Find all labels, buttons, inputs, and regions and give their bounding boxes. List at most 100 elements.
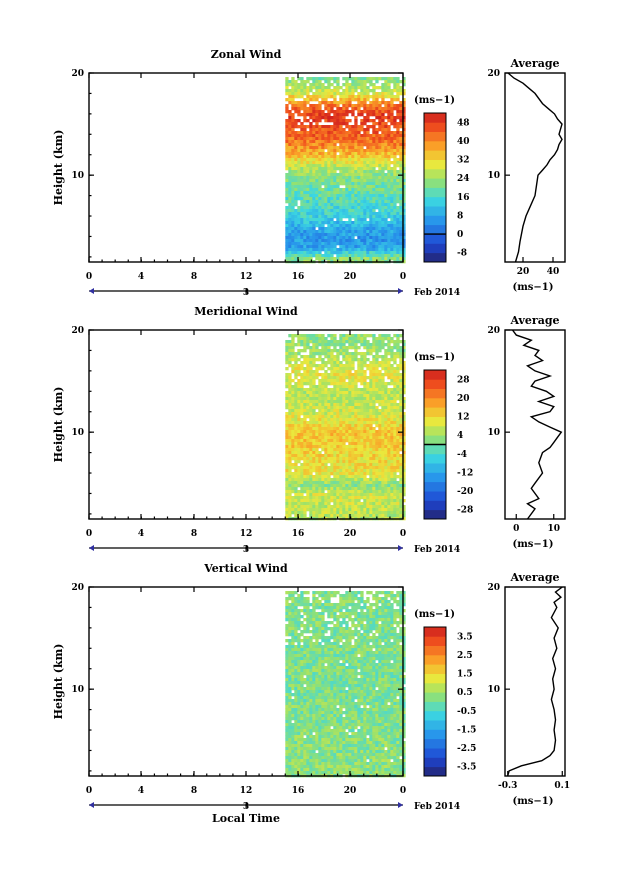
- heatmap-cell: [354, 257, 357, 260]
- heatmap-cell: [363, 511, 366, 514]
- heatmap-cell: [306, 427, 309, 430]
- heatmap-cell: [285, 418, 288, 421]
- heatmap-cell: [378, 379, 381, 382]
- heatmap-cell: [330, 603, 333, 606]
- heatmap-cell: [372, 158, 375, 161]
- heatmap-cell: [378, 134, 381, 137]
- heatmap-cell: [303, 451, 306, 454]
- heatmap-cell: [336, 352, 339, 355]
- heatmap-cell: [303, 155, 306, 158]
- heatmap-cell: [369, 218, 372, 221]
- heatmap-cell: [336, 179, 339, 182]
- heatmap-cell: [318, 134, 321, 137]
- heatmap-cell: [327, 505, 330, 508]
- heatmap-cell: [303, 406, 306, 409]
- heatmap-cell: [396, 391, 399, 394]
- heatmap-cell: [285, 436, 288, 439]
- heatmap-cell: [381, 134, 384, 137]
- heatmap-cell: [309, 469, 312, 472]
- heatmap-cell: [351, 594, 354, 597]
- heatmap-cell: [396, 125, 399, 128]
- heatmap-cell: [300, 511, 303, 514]
- heatmap-cell: [375, 254, 378, 257]
- heatmap-cell: [297, 173, 300, 176]
- heatmap-cell: [318, 505, 321, 508]
- heatmap-cell: [390, 496, 393, 499]
- heatmap-cell: [387, 439, 390, 442]
- heatmap-cell: [315, 466, 318, 469]
- heatmap-cell: [327, 206, 330, 209]
- heatmap-cell: [324, 505, 327, 508]
- heatmap-cell: [399, 104, 402, 107]
- heatmap-cell: [315, 448, 318, 451]
- heatmap-cell: [291, 116, 294, 119]
- heatmap-cell: [369, 248, 372, 251]
- heatmap-cell: [357, 505, 360, 508]
- heatmap-cell: [288, 445, 291, 448]
- heatmap-cell: [312, 92, 315, 95]
- heatmap-cell: [303, 152, 306, 155]
- heatmap-cell: [330, 379, 333, 382]
- heatmap-cell: [369, 364, 372, 367]
- heatmap-cell: [351, 421, 354, 424]
- heatmap-cell: [318, 412, 321, 415]
- heatmap-cell: [375, 400, 378, 403]
- heatmap-cell: [330, 514, 333, 517]
- heatmap-cell: [288, 125, 291, 128]
- heatmap-cell: [297, 469, 300, 472]
- heatmap-cell: [387, 373, 390, 376]
- heatmap-cell: [330, 143, 333, 146]
- heatmap-cell: [381, 394, 384, 397]
- heatmap-cell: [324, 346, 327, 349]
- heatmap-cell: [297, 490, 300, 493]
- heatmap-cell: [390, 463, 393, 466]
- heatmap-cell: [390, 113, 393, 116]
- heatmap-cell: [384, 463, 387, 466]
- heatmap-cell: [336, 77, 339, 80]
- heatmap-cell: [318, 382, 321, 385]
- heatmap-cell: [351, 239, 354, 242]
- heatmap-cell: [393, 445, 396, 448]
- heatmap-cell: [309, 206, 312, 209]
- heatmap-cell: [309, 143, 312, 146]
- heatmap-cell: [387, 472, 390, 475]
- heatmap-cell: [354, 505, 357, 508]
- heatmap-cell: [399, 400, 402, 403]
- heatmap-cell: [363, 197, 366, 200]
- heatmap-cell: [306, 370, 309, 373]
- heatmap-cell: [393, 209, 396, 212]
- heatmap-cell: [327, 107, 330, 110]
- heatmap-cell: [336, 400, 339, 403]
- heatmap-cell: [393, 80, 396, 83]
- heatmap-cell: [315, 167, 318, 170]
- heatmap-cell: [327, 597, 330, 600]
- heatmap-cell: [378, 197, 381, 200]
- heatmap-cell: [306, 95, 309, 98]
- heatmap-cell: [345, 230, 348, 233]
- heatmap-cell: [366, 209, 369, 212]
- heatmap-cell: [285, 251, 288, 254]
- heatmap-cell: [324, 140, 327, 143]
- heatmap-cell: [369, 191, 372, 194]
- heatmap-cell: [384, 221, 387, 224]
- heatmap-cell: [399, 502, 402, 505]
- heatmap-cell: [384, 394, 387, 397]
- heatmap-cell: [372, 137, 375, 140]
- heatmap-cell: [375, 418, 378, 421]
- heatmap-cell: [324, 221, 327, 224]
- heatmap-cell: [294, 224, 297, 227]
- heatmap-cell: [396, 89, 399, 92]
- heatmap-cell: [366, 394, 369, 397]
- heatmap-cell: [321, 254, 324, 257]
- heatmap-cell: [369, 158, 372, 161]
- heatmap-cell: [324, 418, 327, 421]
- heatmap-cell: [345, 113, 348, 116]
- heatmap-cell: [393, 334, 396, 337]
- heatmap-cell: [288, 346, 291, 349]
- heatmap-cell: [309, 403, 312, 406]
- heatmap-cell: [330, 185, 333, 188]
- heatmap-cell: [381, 131, 384, 134]
- heatmap-cell: [396, 364, 399, 367]
- heatmap-cell: [399, 140, 402, 143]
- heatmap-cell: [303, 349, 306, 352]
